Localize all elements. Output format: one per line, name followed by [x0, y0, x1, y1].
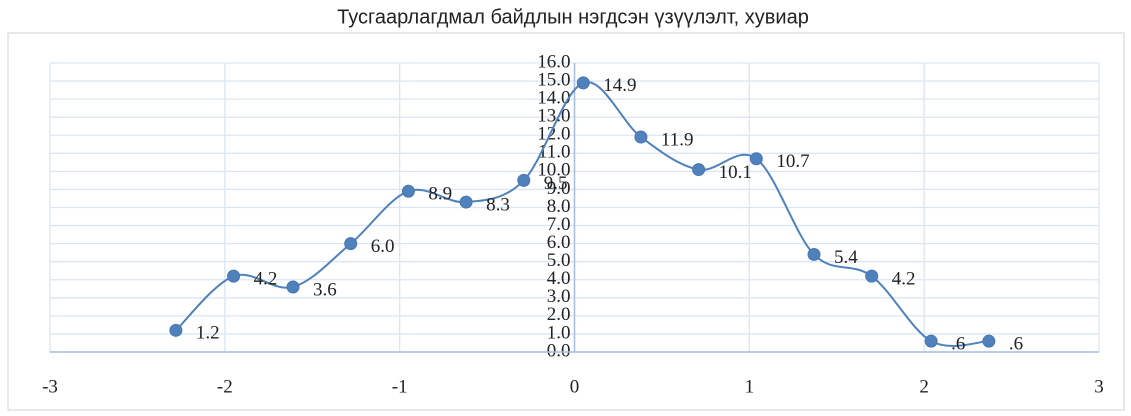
- data-label: 9.5: [544, 173, 568, 194]
- x-tick-label: 1: [745, 376, 755, 397]
- y-tick-label: 11.0: [538, 142, 571, 163]
- point: [459, 195, 473, 209]
- data-label: 3.6: [313, 279, 337, 300]
- series-line: [175, 81, 989, 347]
- data-label: 1.2: [196, 323, 220, 344]
- y-tick-label: 0.0: [547, 340, 571, 361]
- y-tick-label: 9.0: [547, 178, 571, 199]
- data-label: 4.2: [254, 268, 278, 289]
- data-label: 6.0: [371, 236, 395, 257]
- y-tick-label: 12.0: [537, 124, 570, 145]
- data-label: .6: [951, 334, 965, 355]
- x-tick-label: -2: [217, 376, 233, 397]
- y-tick-label: 15.0: [537, 69, 570, 90]
- data-label: 8.9: [428, 184, 452, 205]
- point: [169, 323, 183, 337]
- point: [344, 237, 358, 251]
- point: [692, 163, 706, 177]
- y-tick-label: 1.0: [547, 322, 571, 343]
- data-label: 8.3: [486, 194, 510, 215]
- point: [401, 184, 415, 198]
- data-label: .6: [1009, 334, 1023, 355]
- data-label: 11.9: [661, 129, 694, 150]
- y-tick-label: 16.0: [537, 51, 570, 72]
- point: [924, 334, 938, 348]
- point: [286, 280, 300, 294]
- chart-title: Тусгаарлагдмал байдлын нэгдсэн үзүүлэлт,…: [337, 6, 809, 28]
- point: [227, 269, 241, 283]
- chart-border: [7, 32, 1125, 411]
- x-tick-label: -3: [42, 376, 58, 397]
- y-tick-label: 10.0: [537, 160, 570, 181]
- x-tick-label: -1: [392, 376, 408, 397]
- point: [517, 173, 531, 187]
- point: [807, 247, 821, 261]
- x-tick-label: 0: [570, 376, 580, 397]
- point: [576, 76, 590, 90]
- point: [634, 130, 648, 144]
- point: [865, 269, 879, 283]
- data-label: 5.4: [834, 247, 858, 268]
- y-tick-label: 6.0: [547, 232, 571, 253]
- y-tick-label: 4.0: [547, 268, 571, 289]
- y-tick-label: 5.0: [547, 250, 571, 271]
- y-tick-label: 13.0: [537, 106, 570, 127]
- y-tick-label: 2.0: [547, 304, 571, 325]
- data-label: 4.2: [892, 268, 916, 289]
- y-tick-label: 14.0: [537, 87, 570, 108]
- y-tick-label: 8.0: [547, 196, 571, 217]
- point: [749, 152, 763, 166]
- x-tick-label: 2: [919, 376, 929, 397]
- data-label: 10.7: [776, 151, 809, 172]
- data-label: 10.1: [719, 162, 752, 183]
- y-tick-label: 7.0: [547, 214, 571, 235]
- y-tick-label: 3.0: [547, 286, 571, 307]
- x-tick-label: 3: [1094, 376, 1104, 397]
- data-label: 14.9: [603, 75, 636, 96]
- point: [982, 334, 996, 348]
